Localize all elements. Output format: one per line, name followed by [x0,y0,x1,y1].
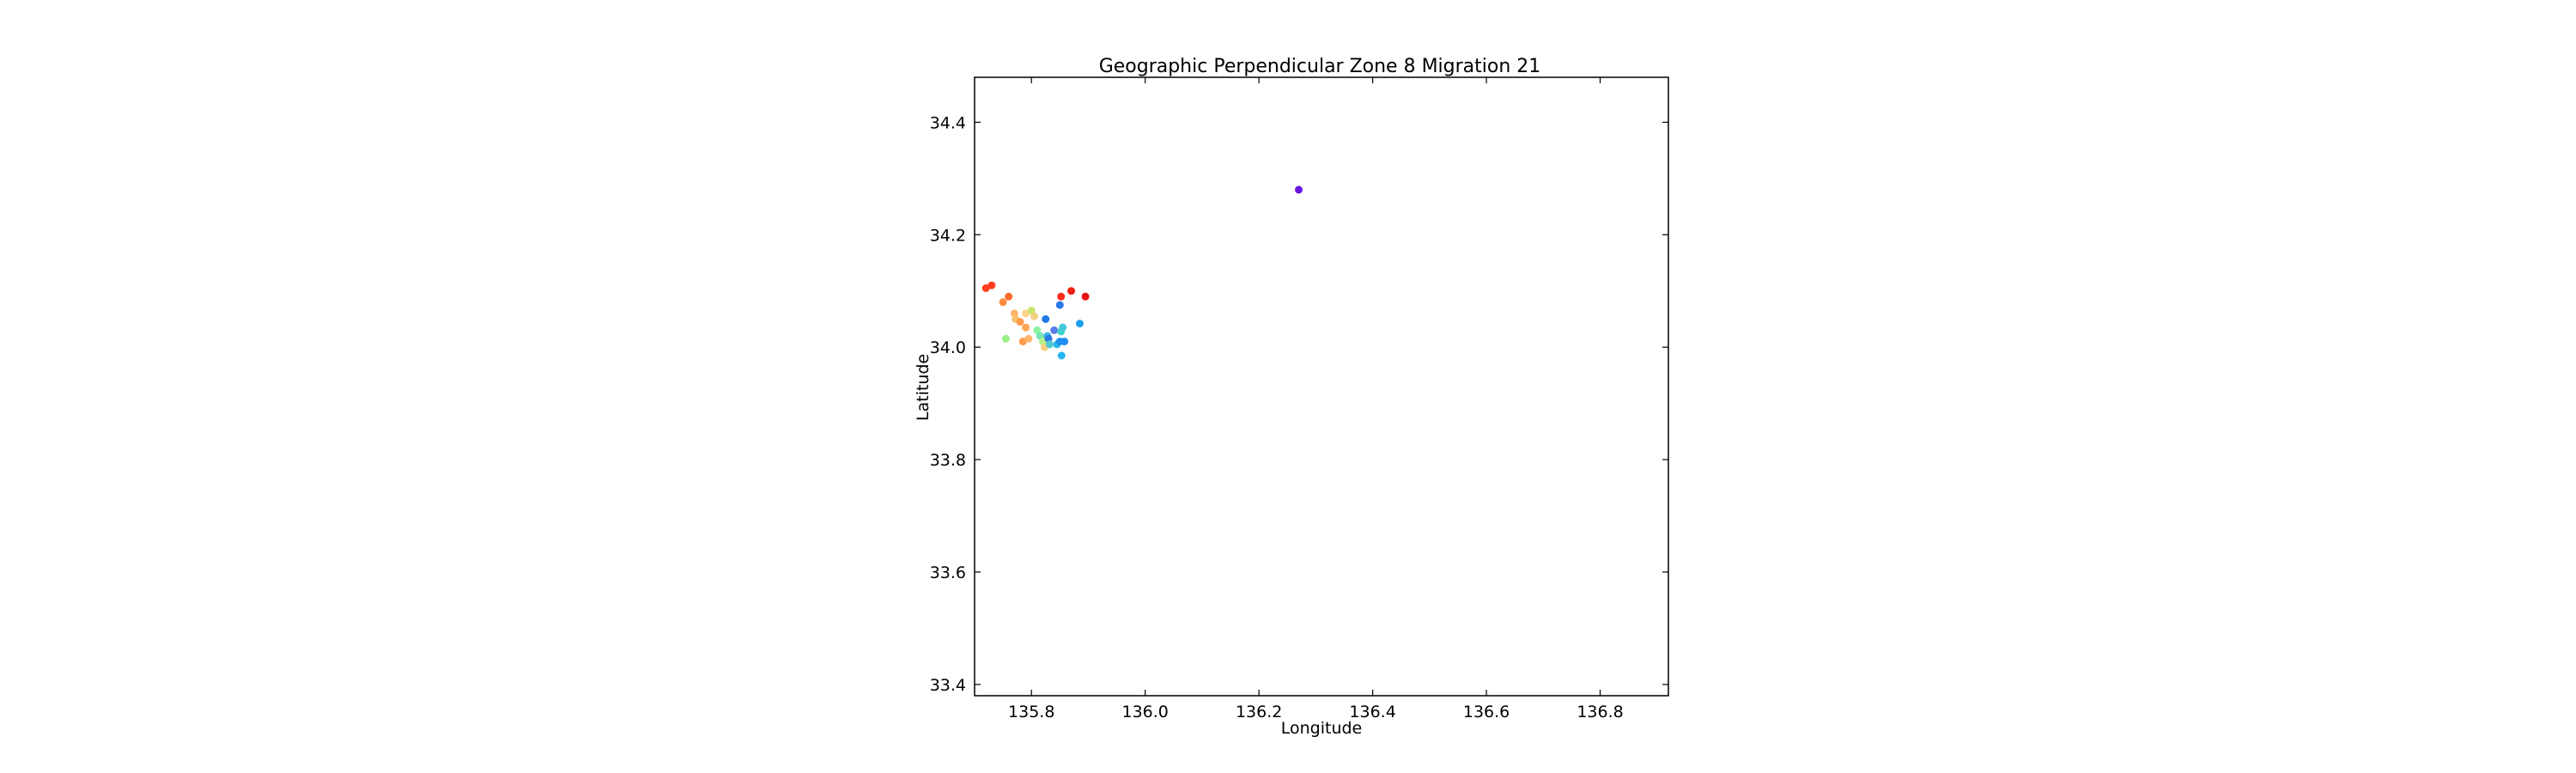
plot-area-frame [974,76,1669,697]
y-tick-label: 33.8 [930,451,966,470]
data-point [981,284,990,292]
data-point [999,298,1007,307]
chart-title: Geographic Perpendicular Zone 8 Migratio… [1099,56,1541,77]
x-tick-label: 136.8 [1577,703,1623,721]
data-point [1060,338,1069,346]
x-tick-label: 136.2 [1236,703,1282,721]
data-point [1030,312,1038,320]
data-point [1050,326,1059,334]
data-point [1005,292,1013,301]
data-point [1024,334,1033,343]
y-tick-label: 33.6 [930,563,966,582]
data-point [1057,292,1066,301]
y-tick-label: 34.2 [930,226,966,245]
x-tick-label: 136.0 [1121,703,1168,721]
data-point [1001,334,1010,343]
data-point [1076,320,1084,328]
data-point [1055,301,1064,309]
data-points [981,186,1303,360]
data-point [987,281,996,289]
data-point [1016,318,1024,326]
x-tick-label: 136.6 [1463,703,1510,721]
data-point [1059,323,1067,332]
y-axis-label: Latitude [914,354,933,421]
data-point [1022,323,1030,332]
data-point [1045,340,1054,349]
x-tick-label: 135.8 [1008,703,1054,721]
data-point [1295,186,1303,194]
data-point [1042,315,1050,323]
x-axis-ticks: 135.8 136.0 136.2 136.4 136.6 136.8 [1008,77,1624,721]
data-point [1067,287,1076,295]
data-point [1081,292,1090,301]
y-tick-label: 34.4 [930,113,966,132]
data-point [1057,351,1066,360]
y-tick-label: 34.0 [930,338,966,357]
x-tick-label: 136.4 [1349,703,1395,721]
x-axis-label: Longitude [1281,719,1363,738]
y-axis-ticks: 33.4 33.6 33.8 34.0 34.2 34.4 [930,113,1668,695]
y-tick-label: 33.4 [930,676,966,695]
